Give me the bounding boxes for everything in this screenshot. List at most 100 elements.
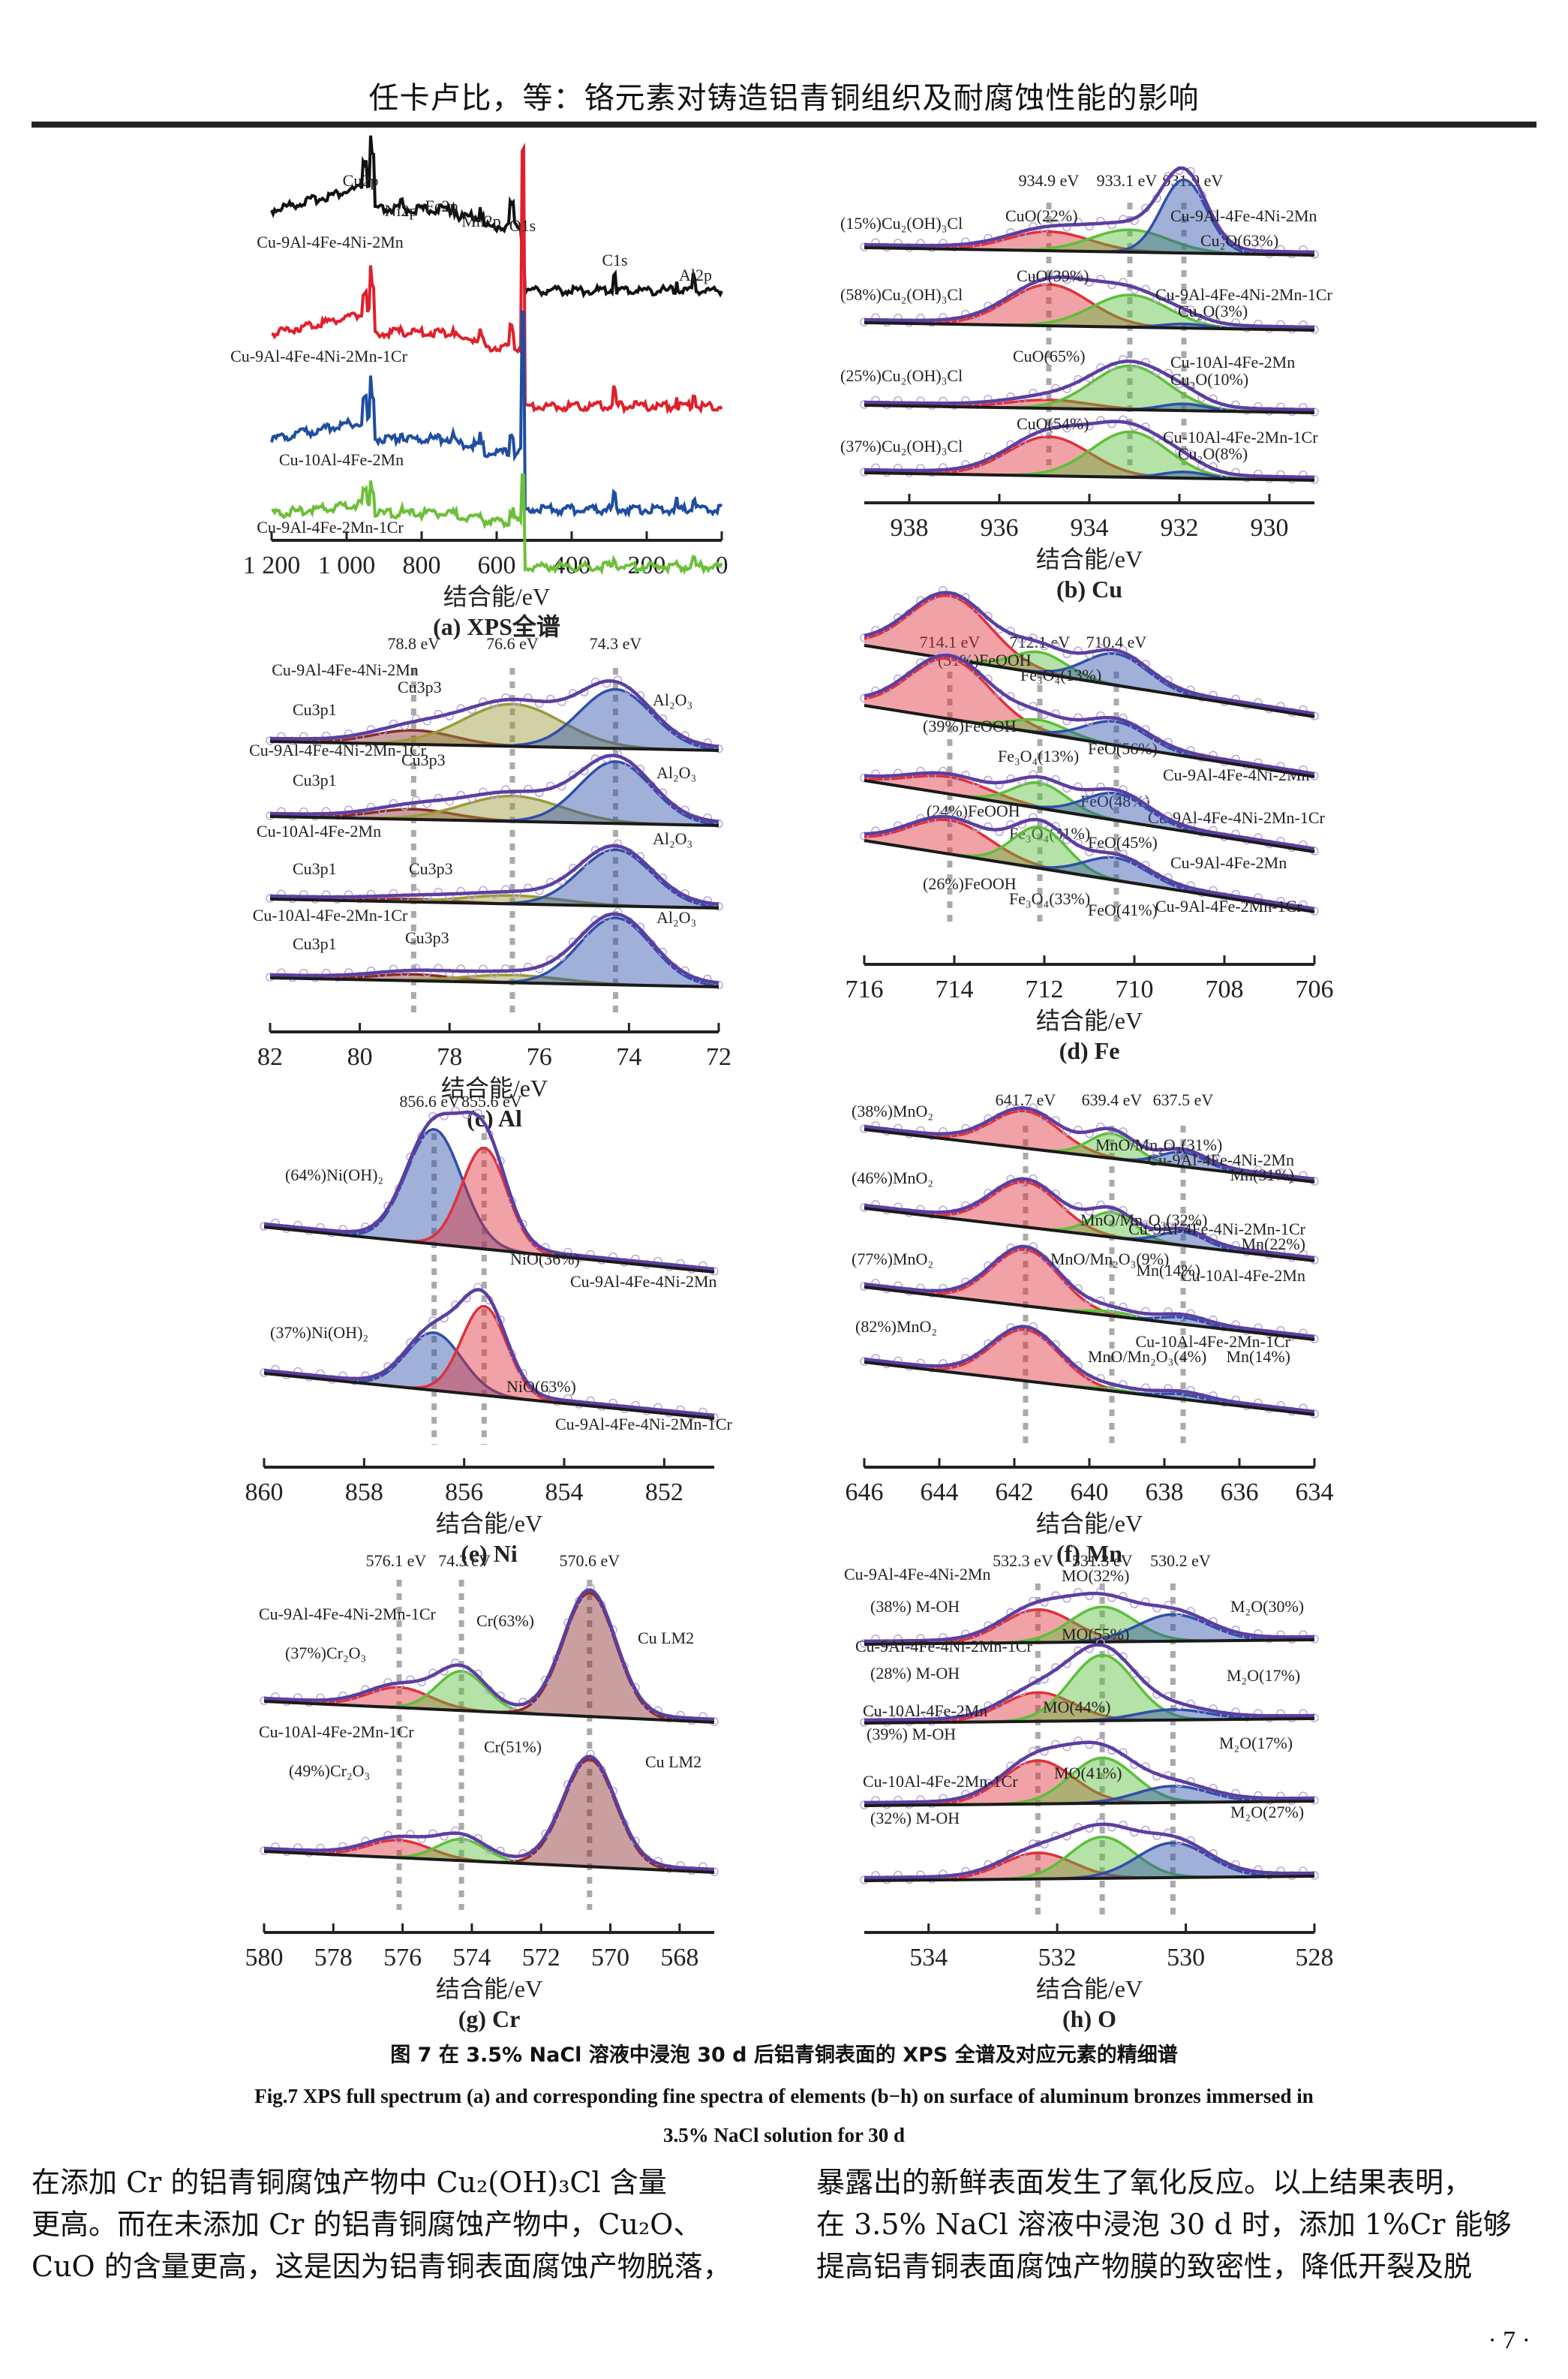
figure-caption-cn: 图 7 在 3.5% NaCl 溶液中浸泡 30 d 后铝青铜表面的 XPS 全… bbox=[390, 2044, 1178, 2067]
body-text-right-column: 暴露出的新鲜表面发生了氧化反应。以上结果表明， 在 3.5% NaCl 溶液中浸… bbox=[816, 2161, 1566, 2287]
component-fill bbox=[264, 1129, 714, 1272]
x-axis-label: 结合能/eV bbox=[436, 1510, 542, 1537]
component-label: Cu3p1 bbox=[293, 771, 337, 789]
sample-spectrum bbox=[860, 355, 1319, 417]
peak-label: O1s bbox=[509, 216, 536, 235]
x-tick-label: 716 bbox=[846, 976, 884, 1003]
sample-spectrum bbox=[260, 1283, 719, 1422]
x-tick-label: 1 200 bbox=[243, 552, 301, 579]
component-label: Al₂O₃ bbox=[656, 763, 696, 782]
x-tick-label: 714 bbox=[936, 976, 974, 1003]
component-label: M₂O(27%) bbox=[1230, 1803, 1304, 1821]
x-axis-label: 结合能/eV bbox=[436, 1975, 542, 2002]
x-tick-label: 528 bbox=[1296, 1944, 1334, 1971]
background-line bbox=[263, 1850, 715, 1874]
x-tick-label: 644 bbox=[921, 1478, 959, 1506]
component-fill bbox=[864, 1609, 1314, 1644]
component-label: MnO/Mn₂O₃(4%) bbox=[1088, 1347, 1206, 1366]
chart-panel-e-ni: 860 858 856 854 852 结合能/eV (e) Ni 856.6 eV 855.6… bbox=[245, 1084, 818, 1567]
background-line bbox=[864, 321, 1315, 332]
guide-label: 855.6 eV bbox=[461, 1092, 522, 1111]
series-name-label: Cu-9Al-4Fe-2Mn-1Cr bbox=[257, 518, 404, 537]
sample-name-label: Cu-10Al-4Fe-2Mn-1Cr bbox=[259, 1722, 414, 1741]
x-axis-label: 结合能/eV bbox=[1036, 1510, 1143, 1537]
component-label: (39%) M-OH bbox=[867, 1725, 956, 1743]
sample-name-label: Cu-10Al-4Fe-2Mn bbox=[257, 822, 381, 841]
sample-name-label: Cu-9Al-4Fe-2Mn bbox=[1170, 853, 1287, 872]
component-fill bbox=[270, 761, 719, 826]
body-line: 暴露出的新鲜表面发生了氧化反应。以上结果表明， bbox=[816, 2166, 1473, 2199]
component-fill bbox=[864, 295, 1314, 330]
page-number: · 7 · bbox=[1488, 2326, 1530, 2354]
envelope-fit-line bbox=[263, 1110, 715, 1271]
x-axis-label: 结合能/eV bbox=[1036, 1975, 1143, 2002]
component-label: MnO/Mn₂O₃(31%) bbox=[1095, 1135, 1222, 1154]
sample-name-label: Cu-9Al-4Fe-4Ni-2Mn bbox=[844, 1565, 991, 1583]
component-fill bbox=[864, 1758, 1314, 1806]
background-line bbox=[269, 740, 719, 752]
component-fill bbox=[864, 1655, 1314, 1723]
x-axis-label: 结合能/eV bbox=[1036, 1007, 1143, 1034]
component-label: FeO(41%) bbox=[1088, 901, 1158, 919]
guide-label: 74.3 eV bbox=[590, 634, 642, 653]
sample-spectrum bbox=[860, 166, 1319, 259]
background-line bbox=[263, 1372, 715, 1420]
component-label: (64%)Ni(OH)₂ bbox=[285, 1165, 383, 1184]
series-name-label: Cu-10Al-4Fe-2Mn bbox=[279, 450, 404, 469]
sample-spectrum bbox=[266, 749, 723, 829]
component-label: (37%)Cr₂O₃ bbox=[285, 1644, 366, 1662]
component-fill bbox=[264, 1147, 714, 1272]
background-line bbox=[864, 1361, 1315, 1416]
background-line bbox=[864, 1638, 1315, 1646]
background-line bbox=[864, 839, 1315, 913]
envelope-fit-line bbox=[269, 912, 719, 985]
envelope-fit-line bbox=[269, 844, 719, 907]
sample-name-label: Cu-10Al-4Fe-2Mn-1Cr bbox=[1163, 428, 1318, 447]
component-label: M₂O(17%) bbox=[1227, 1666, 1300, 1685]
guide-label: 856.6 eV bbox=[399, 1092, 460, 1111]
component-label: MO(41%) bbox=[1054, 1764, 1122, 1782]
x-tick-label: 858 bbox=[345, 1478, 383, 1506]
sample-name-label: Cu-10Al-4Fe-2Mn bbox=[1170, 353, 1295, 371]
component-fill bbox=[864, 1607, 1314, 1644]
sample-spectrum bbox=[860, 1322, 1319, 1418]
guide-label: 531.3 eV bbox=[1072, 1551, 1133, 1570]
envelope-fit-line bbox=[864, 814, 1315, 911]
component-fill bbox=[270, 918, 719, 987]
sample-spectrum bbox=[266, 675, 723, 753]
component-label: Cu₂O(8%) bbox=[1178, 444, 1248, 463]
peak-label: C1s bbox=[602, 251, 627, 269]
body-text-left-column: 在添加 Cr 的铝青铜腐蚀产物中 Cu₂(OH)₃Cl 含量 更高。而在未添加 … bbox=[32, 2161, 782, 2287]
guide-label: 710.4 eV bbox=[1086, 633, 1147, 651]
x-tick-label: 934 bbox=[1071, 514, 1109, 542]
chart-panel-f-mn: 646 644 642 640 638 636 634 结合能/eV (f) Mn 641.7 e… bbox=[846, 1084, 1418, 1567]
x-tick-label: 576 bbox=[383, 1944, 422, 1971]
guide-label: 934.9 eV bbox=[1019, 171, 1080, 190]
x-tick-label: 1 000 bbox=[318, 552, 376, 579]
background-line bbox=[263, 1700, 715, 1724]
envelope-fit-line bbox=[864, 420, 1315, 480]
chart-svg: 646 644 642 640 638 636 634 结合能/eV (f) Mn 641.7 e… bbox=[846, 1090, 1334, 1567]
x-axis-label: 结合能/eV bbox=[443, 583, 550, 610]
x-tick-label: 578 bbox=[314, 1944, 353, 1971]
component-label: Cu3p3 bbox=[405, 928, 449, 947]
sample-spectrum bbox=[860, 648, 1319, 780]
header-rule bbox=[32, 122, 1536, 128]
component-label: MnO/Mn₂O₃(32%) bbox=[1080, 1211, 1207, 1229]
sample-spectrum bbox=[260, 1749, 719, 1876]
x-tick-label: 706 bbox=[1296, 976, 1334, 1003]
sample-spectrum bbox=[860, 1103, 1319, 1186]
component-label: (32%) M-OH bbox=[870, 1809, 960, 1827]
component-label: (49%)Cr₂O₃ bbox=[289, 1761, 370, 1780]
component-label: (25%)Cu₂(OH)₃Cl bbox=[840, 366, 963, 385]
x-tick-label: 930 bbox=[1251, 514, 1289, 542]
panel-title: (h) O bbox=[1062, 2005, 1116, 2032]
chart-svg: 82 80 78 76 74 72 结合能/eV (c) Al 78.8 eV 76.6 eV 74… bbox=[249, 634, 731, 1132]
sample-name-label: Cu-10Al-4Fe-2Mn-1Cr bbox=[253, 906, 408, 925]
component-fill bbox=[864, 1761, 1314, 1806]
sample-spectrum bbox=[860, 415, 1319, 484]
x-tick-label: 640 bbox=[1071, 1478, 1109, 1506]
survey-series-line bbox=[270, 135, 723, 299]
sample-name-label: Cu-9Al-4Fe-4Ni-2Mn-1Cr bbox=[249, 741, 427, 759]
guide-label: 714.1 eV bbox=[920, 633, 981, 651]
